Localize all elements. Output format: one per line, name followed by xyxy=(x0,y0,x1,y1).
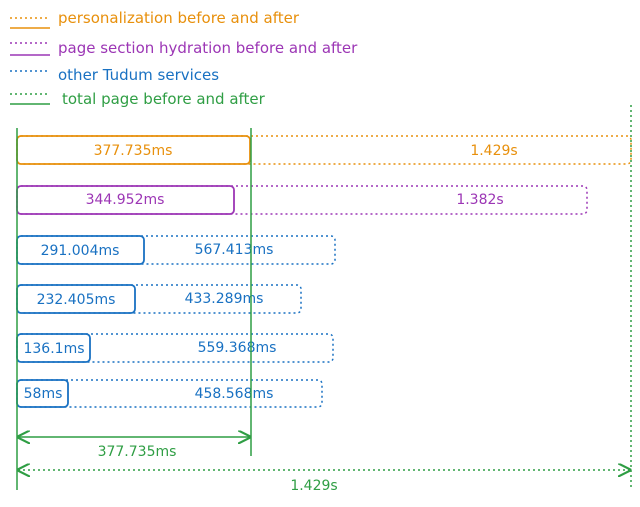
bar-row-personalization: 377.735ms 1.429s xyxy=(16,135,632,165)
after-label: 1.382s xyxy=(456,192,503,208)
after-label: 458.568ms xyxy=(195,386,274,402)
bars: 377.735ms 1.429s 344.952ms 1.382s 291.00… xyxy=(16,135,632,408)
before-label: 58ms xyxy=(24,386,63,402)
after-label: 433.289ms xyxy=(185,291,264,307)
legend-item-other-tudum-services: other Tudum services xyxy=(10,66,219,84)
after-bar xyxy=(16,235,336,265)
before-label: 136.1ms xyxy=(23,341,84,357)
legend-item-page-section-hydration: page section hydration before and after xyxy=(10,39,358,57)
after-label: 567.413ms xyxy=(195,242,274,258)
legend-label: other Tudum services xyxy=(58,66,219,84)
after-label: 559.368ms xyxy=(198,340,277,356)
before-label: 377.735ms xyxy=(94,143,173,159)
total-page-markers: 377.735ms 1.429s xyxy=(16,105,632,494)
after-label: 1.429s xyxy=(470,143,517,159)
bar-row-tudum-service-3: 136.1ms 559.368ms xyxy=(16,333,334,363)
before-label: 232.405ms xyxy=(37,292,116,308)
legend-item-personalization: personalization before and after xyxy=(10,9,300,29)
legend-label: personalization before and after xyxy=(58,9,300,27)
bar-row-tudum-service-1: 291.004ms 567.413ms xyxy=(16,235,336,265)
legend-item-total-page: total page before and after xyxy=(10,90,266,108)
bar-row-tudum-service-2: 232.405ms 433.289ms xyxy=(16,284,302,314)
bar-row-tudum-service-4: 58ms 458.568ms xyxy=(16,379,323,408)
legend-label: total page before and after xyxy=(62,90,266,108)
legend-label: page section hydration before and after xyxy=(58,39,358,57)
bar-row-page-section-hydration: 344.952ms 1.382s xyxy=(16,185,588,215)
before-label: 291.004ms xyxy=(41,243,120,259)
legend: personalization before and after page se… xyxy=(10,9,358,108)
before-label: 344.952ms xyxy=(86,192,165,208)
total-before-label: 377.735ms xyxy=(98,444,177,460)
after-bar xyxy=(16,185,588,215)
total-after-label: 1.429s xyxy=(290,478,337,494)
after-bar xyxy=(16,379,323,408)
